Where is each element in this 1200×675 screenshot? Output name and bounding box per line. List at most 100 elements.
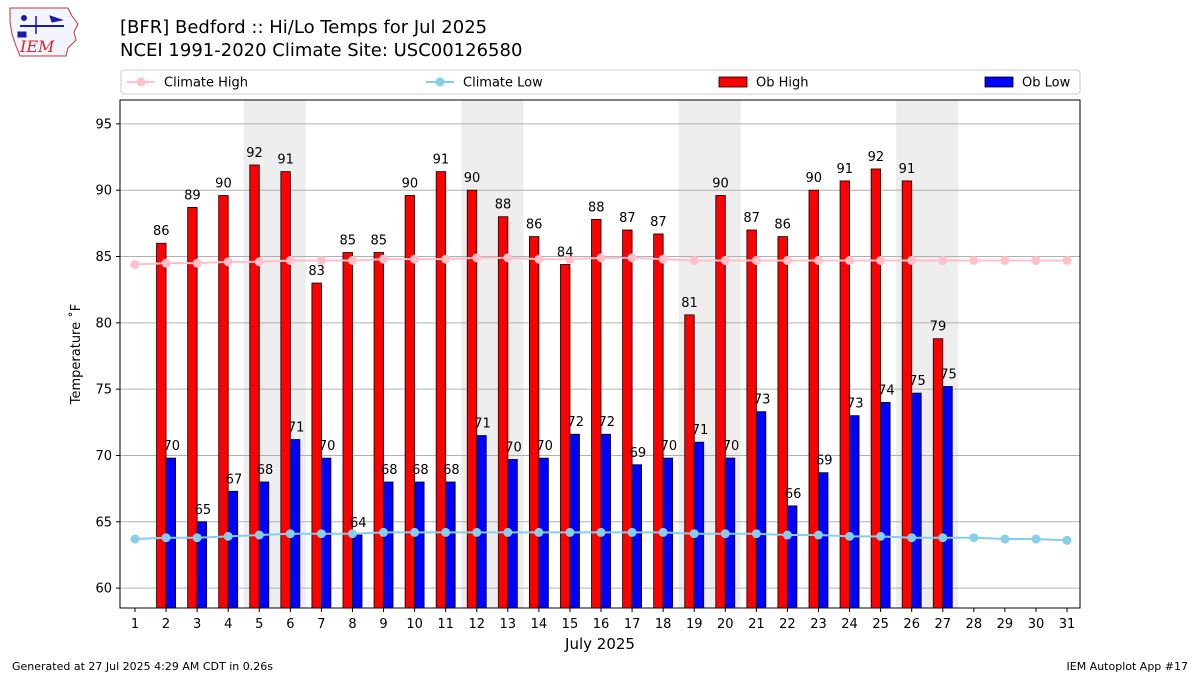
ob-low-bar-21	[755, 411, 767, 609]
x-tick-label-5: 5	[255, 617, 263, 632]
climate-low-point-4	[223, 531, 233, 541]
ob-low-bar-24	[849, 415, 860, 609]
ob-low-bar-9	[383, 481, 394, 609]
ob-low-label-12: 71	[474, 417, 491, 432]
ob-high-label-20: 90	[712, 176, 729, 191]
climate-high-point-14	[534, 254, 544, 264]
legend-marker-climate-high	[136, 77, 146, 87]
climate-high-point-27	[938, 255, 948, 265]
y-tick-label-90: 90	[95, 184, 112, 199]
ob-low-label-10: 68	[412, 463, 429, 478]
climate-low-point-6	[285, 529, 295, 539]
ob-low-label-18: 70	[661, 439, 678, 454]
ob-high-bar-23	[808, 189, 819, 609]
x-tick-label-6: 6	[286, 617, 294, 632]
ob-high-bar-9	[373, 252, 384, 609]
legend-swatch-ob-high	[718, 76, 748, 88]
ob-high-bar-22	[777, 236, 788, 609]
x-tick-label-1: 1	[131, 617, 139, 632]
ob-high-bar-16	[591, 218, 602, 609]
ob-high-bar-18	[653, 233, 664, 609]
legend-swatch-ob-low	[984, 76, 1014, 88]
x-tick-label-11: 11	[437, 617, 454, 632]
ob-low-label-25: 74	[878, 383, 895, 398]
ob-low-label-4: 67	[226, 472, 243, 487]
ob-high-bar-4	[218, 195, 229, 609]
ob-high-label-5: 92	[246, 146, 263, 161]
ob-low-bar-16	[600, 433, 611, 609]
y-tick-label-95: 95	[95, 117, 112, 132]
climate-low-point-20	[720, 529, 730, 539]
climate-high-point-8	[347, 255, 357, 265]
y-tick-label-65: 65	[95, 515, 112, 530]
x-tick-label-17: 17	[624, 617, 641, 632]
x-tick-label-23: 23	[810, 617, 827, 632]
x-tick-label-7: 7	[317, 617, 325, 632]
climate-high-point-25	[876, 255, 886, 265]
climate-high-point-23	[813, 255, 823, 265]
ob-low-bar-5	[258, 481, 270, 609]
ob-low-label-15: 72	[567, 415, 584, 430]
ob-low-label-7: 70	[319, 439, 336, 454]
climate-low-point-23	[813, 530, 823, 540]
ob-low-label-13: 70	[505, 440, 522, 455]
ob-low-label-9: 68	[381, 463, 398, 478]
ob-low-label-8: 64	[350, 516, 367, 531]
ob-low-bar-11	[445, 481, 456, 609]
x-tick-label-24: 24	[841, 617, 858, 632]
climate-high-point-28	[969, 255, 979, 265]
x-tick-label-14: 14	[531, 617, 548, 632]
ob-low-bar-6	[289, 439, 301, 609]
ob-low-label-14: 70	[536, 439, 553, 454]
climate-high-point-2	[161, 258, 171, 268]
x-tick-label-26: 26	[903, 617, 920, 632]
ob-high-bar-24	[839, 180, 850, 609]
ob-high-label-10: 90	[402, 176, 419, 191]
ob-high-label-7: 83	[308, 264, 325, 279]
ob-high-bar-17	[622, 229, 633, 609]
x-tick-label-12: 12	[468, 617, 485, 632]
x-tick-label-8: 8	[348, 617, 356, 632]
x-tick-label-4: 4	[224, 617, 232, 632]
x-tick-label-9: 9	[379, 617, 387, 632]
ob-low-label-22: 66	[785, 487, 802, 502]
ob-high-label-27: 79	[930, 320, 947, 335]
legend-marker-climate-low	[435, 77, 445, 87]
legend-label-ob-high: Ob High	[756, 76, 809, 91]
ob-high-bar-13	[497, 216, 509, 609]
ob-high-bar-26	[901, 180, 913, 609]
app-credit: IEM Autoplot App #17	[1066, 660, 1189, 673]
ob-high-label-4: 90	[215, 176, 232, 191]
ob-low-bar-23	[818, 472, 829, 609]
climate-high-point-6	[285, 255, 295, 265]
ob-low-bar-4	[227, 490, 239, 609]
ob-high-label-3: 89	[184, 188, 201, 203]
x-tick-label-30: 30	[1028, 617, 1045, 632]
climate-high-point-21	[751, 255, 761, 265]
climate-low-point-19	[689, 529, 699, 539]
x-tick-label-10: 10	[406, 617, 423, 632]
ob-high-bar-3	[187, 207, 198, 609]
climate-low-point-12	[472, 527, 482, 537]
climate-high-point-12	[472, 253, 482, 263]
x-tick-label-13: 13	[500, 617, 517, 632]
ob-high-label-22: 86	[774, 218, 791, 233]
ob-low-label-20: 70	[723, 439, 740, 454]
x-tick-label-27: 27	[934, 617, 951, 632]
climate-high-point-5	[254, 257, 264, 267]
ob-low-label-17: 69	[630, 446, 647, 461]
climate-low-point-1	[130, 534, 140, 544]
climate-high-point-13	[503, 253, 513, 263]
ob-low-label-16: 72	[598, 415, 615, 430]
ob-high-label-14: 86	[526, 218, 543, 233]
y-tick-label-85: 85	[95, 250, 112, 265]
climate-low-point-11	[441, 527, 451, 537]
ob-low-bar-8	[352, 534, 363, 609]
ob-high-label-18: 87	[650, 215, 667, 230]
ob-high-bar-12	[466, 189, 478, 609]
climate-high-point-7	[316, 255, 326, 265]
ob-low-label-24: 73	[847, 397, 864, 412]
x-tick-label-21: 21	[748, 617, 765, 632]
ob-high-label-6: 91	[277, 153, 294, 168]
